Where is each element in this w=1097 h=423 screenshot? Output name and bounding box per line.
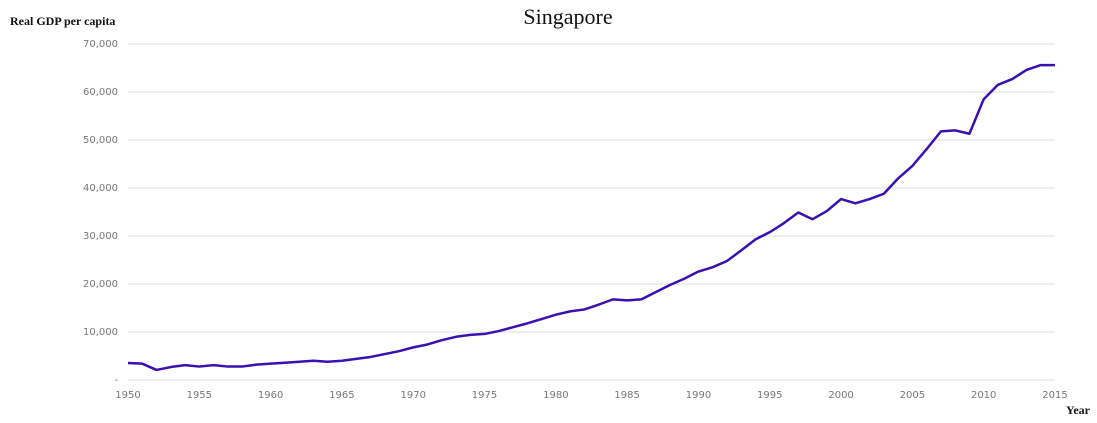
x-tick-label: 1990 (686, 390, 711, 401)
y-tick-label: - (114, 375, 118, 386)
x-tick-label: 2000 (828, 390, 853, 401)
x-tick-label: 1960 (258, 390, 283, 401)
x-tick-label: 2005 (900, 390, 925, 401)
x-tick-label: 1985 (614, 390, 639, 401)
y-tick-label: 10,000 (83, 327, 118, 338)
x-tick-label: 2010 (971, 390, 996, 401)
x-tick-label: 1980 (543, 390, 568, 401)
y-tick-label: 30,000 (83, 231, 118, 242)
chart-title: Singapore (523, 4, 612, 29)
x-axis-label: Year (1066, 403, 1091, 417)
x-tick-label: 1995 (757, 390, 782, 401)
x-tick-label: 1965 (329, 390, 354, 401)
y-tick-label: 40,000 (83, 183, 118, 194)
x-tick-label: 1950 (115, 390, 140, 401)
x-tick-label: 1975 (472, 390, 497, 401)
x-tick-label: 2015 (1042, 390, 1067, 401)
y-tick-label: 60,000 (83, 87, 118, 98)
y-tick-label: 20,000 (83, 279, 118, 290)
y-axis-label: Real GDP per capita (10, 14, 115, 28)
y-tick-label: 50,000 (83, 135, 118, 146)
y-tick-label: 70,000 (83, 39, 118, 50)
x-tick-label: 1970 (401, 390, 426, 401)
x-tick-label: 1955 (187, 390, 212, 401)
data-line (127, 63, 1055, 372)
